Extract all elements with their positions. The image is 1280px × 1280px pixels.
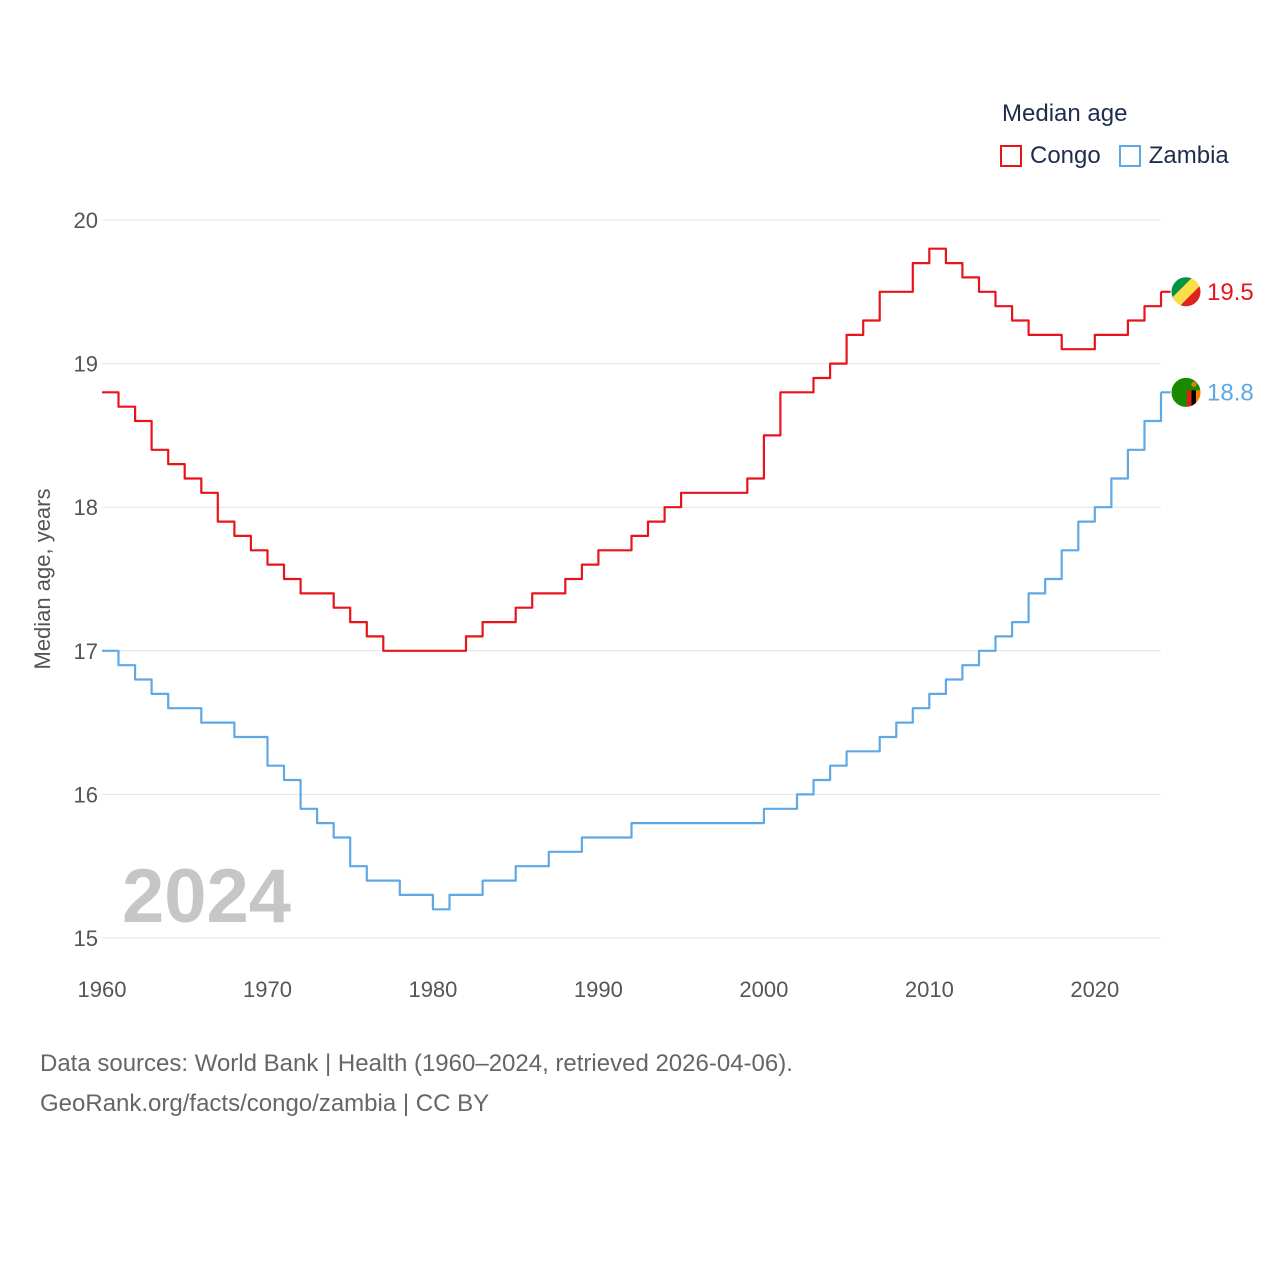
x-axis-ticks: 1960 1970 1980 1990 2000 2010 2020 [78,977,1120,1002]
x-tick-label: 1990 [574,977,623,1002]
legend-swatch-zambia [1118,145,1141,167]
end-value-label-zambia: 18.8 [1207,379,1254,406]
y-tick-label: 15 [74,926,98,951]
legend-title: Median age [1002,100,1128,127]
x-tick-label: 2000 [739,977,788,1002]
end-markers: 19.5 18.8 [1161,276,1254,408]
data-sources-text: Data sources: World Bank | Health (1960–… [40,1050,793,1077]
legend-swatch-congo [1000,145,1022,167]
end-value-label-congo: 19.5 [1207,279,1254,306]
year-label: 2024 [122,854,291,939]
y-tick-label: 19 [74,352,98,377]
x-tick-label: 2010 [905,977,954,1002]
y-axis-ticks: 15 16 17 18 19 20 [74,208,98,951]
series-lines [102,247,1163,911]
y-tick-label: 20 [74,208,98,233]
footer: Data sources: World Bank | Health (1960–… [40,1044,793,1124]
flag-icon-congo [1170,276,1202,308]
y-tick-label: 18 [74,495,98,520]
x-tick-label: 2020 [1070,977,1119,1002]
legend: Congo Zambia [1000,142,1229,170]
flag-icon-zambia [1170,376,1202,408]
y-axis-label: Median age, years [30,489,55,670]
x-tick-label: 1970 [243,977,292,1002]
series-line-congo [102,247,1163,652]
series-line-zambia [102,392,1163,911]
legend-item-congo[interactable]: Congo [1000,142,1101,170]
y-tick-label: 17 [74,639,98,664]
legend-label-congo: Congo [1030,142,1101,169]
x-tick-label: 1960 [78,977,127,1002]
legend-item-zambia[interactable]: Zambia [1118,142,1229,170]
legend-label-zambia: Zambia [1148,142,1229,169]
y-tick-label: 16 [74,782,98,807]
x-tick-label: 1980 [408,977,457,1002]
source-link[interactable]: GeoRank.org/facts/congo/zambia | CC BY [40,1090,490,1117]
grid-lines [102,219,1161,939]
